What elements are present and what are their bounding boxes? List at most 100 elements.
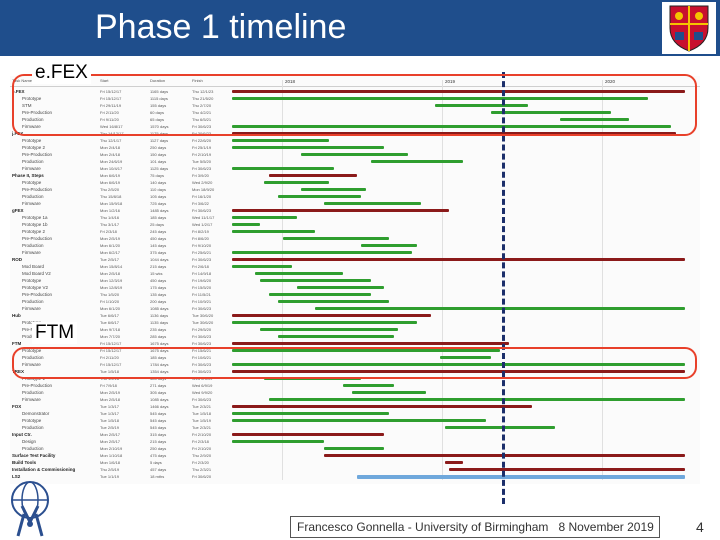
gantt-task-name: FTM <box>12 341 22 346</box>
gantt-task-name: Firmware <box>22 201 41 206</box>
gantt-task-duration: 1675 days <box>150 348 169 353</box>
gantt-task-bar <box>232 167 334 170</box>
gantt-task-bar <box>259 279 371 282</box>
gantt-task-finish: Fri 30/6/23 <box>192 131 212 136</box>
gantt-task-start: Fri 2/11/20 <box>100 110 119 115</box>
gantt-task-finish: Fri 30/6/20 <box>192 474 212 479</box>
gantt-task-start: Mon 6/6/19 <box>100 180 121 185</box>
gantt-task-duration: 140 days <box>150 180 167 185</box>
gantt-task-start: Thu 15/8/18 <box>100 194 122 199</box>
gantt-task-bar <box>301 188 366 191</box>
gantt-task-finish: Fri 8/6/20 <box>192 236 209 241</box>
gantt-task-finish: Fri 16/1/20 <box>192 194 212 199</box>
gantt-header-divider <box>10 86 700 87</box>
gantt-task-name: Prototype 1b <box>22 222 48 227</box>
page-number: 4 <box>696 519 704 535</box>
gantt-task-start: Fri 1/10/20 <box>100 299 120 304</box>
gantt-task-duration: 1085 days <box>150 397 169 402</box>
gantt-row: Production Mon 2/5/19 305 days Wed 9/9/20 <box>10 389 700 396</box>
gantt-task-name: Prototype <box>22 96 42 101</box>
gantt-summary-bar <box>232 370 685 373</box>
gantt-task-name: Prototype 1 <box>22 376 46 381</box>
gantt-task-start: Fri 7/9/18 <box>100 383 117 388</box>
gantt-task-finish: Fri 14/9/18 <box>192 271 212 276</box>
gantt-task-name: Demonstrator <box>22 411 50 416</box>
gantt-task-name: Firmware <box>22 250 41 255</box>
gantt-task-start: Thu 14/12/17 <box>100 131 124 136</box>
gantt-summary-bar <box>232 258 685 261</box>
gantt-task-start: Fri 2/11/20 <box>100 355 119 360</box>
gantt-task-finish: Wed 2/9/20 <box>192 180 213 185</box>
gantt-task-name: Pre-Production <box>22 292 53 297</box>
gantt-task-duration: 1136 days <box>150 313 169 318</box>
gantt-task-name: Prototype <box>22 180 42 185</box>
gantt-task-finish: Thu 2/3/21 <box>192 467 212 472</box>
gantt-task-duration: 185 days <box>150 355 167 360</box>
gantt-task-start: Mon 10/4/17 <box>100 166 123 171</box>
gantt-row: Pre-Production Fri 2/11/20 60 days Thu 4/2/… <box>10 109 700 116</box>
gantt-task-start: Fri 9/11/20 <box>100 117 119 122</box>
gantt-task-name: Firmware <box>22 166 41 171</box>
gantt-row: Firmware Mon 10/4/17 1125 days Fri 30/6/23 <box>10 165 700 172</box>
gantt-task-bar <box>301 153 408 156</box>
gantt-task-name: Prototype <box>12 319 96 326</box>
gantt-row: Production Mon 2/10/19 250 days Fri 2/10/20 <box>10 445 700 452</box>
gantt-task-duration: 271 days <box>150 383 167 388</box>
gantt-task-name: Prototype <box>22 138 42 143</box>
gantt-task-start: Fri 15/12/17 <box>100 362 122 367</box>
gantt-task-start: Mon 1/10/18 <box>100 453 123 458</box>
gantt-task-name: Pre-Production <box>22 187 53 192</box>
gantt-task-bar <box>232 125 671 128</box>
gantt-task-name: Production <box>22 355 44 360</box>
gantt-summary-bar <box>356 474 685 479</box>
gantt-task-finish: Fri 29/5/20 <box>192 327 212 332</box>
footer-date: 8 November 2019 <box>558 520 654 534</box>
gantt-task-start: Mon 1/2/16 <box>100 208 121 213</box>
gantt-task-finish: Fri 25/1/19 <box>192 145 212 150</box>
gantt-task-start: Fri 2/3/18 <box>100 229 117 234</box>
gantt-task-start: Thu 1/5/20 <box>100 292 120 297</box>
gantt-row: Firmware Mon 2/5/18 1085 days Fri 30/6/23 <box>10 396 700 403</box>
gantt-task-duration: 110 days <box>150 187 166 192</box>
gantt-chart: Task Name Start Duration Finish 2018 2019… <box>10 76 700 484</box>
gantt-task-start: Mon 2/4/18 <box>100 145 121 150</box>
gantt-year-label: 2019 <box>445 79 456 84</box>
gantt-row: Prototype Tue 6/6/17 1135 days Tue 30/6/20 <box>10 319 700 326</box>
gantt-task-bar <box>278 335 394 338</box>
gantt-task-duration: 155 days <box>150 103 167 108</box>
gantt-summary-bar <box>444 461 463 464</box>
gantt-task-duration: 15 wks <box>150 271 163 276</box>
gantt-task-bar <box>264 377 362 380</box>
ftm-callout-label: FTM <box>32 322 78 344</box>
gantt-task-bar <box>324 202 422 205</box>
gantt-task-name: Production <box>22 243 44 248</box>
gantt-task-name: Production <box>22 117 44 122</box>
gantt-task-name: LS2 <box>12 474 21 479</box>
gantt-task-start: Mon 2/5/19 <box>100 390 121 395</box>
gantt-row: Surface Test Facility Mon 1/10/18 475 days… <box>10 452 700 459</box>
efex-callout-label: e.FEX <box>32 62 91 84</box>
gantt-row: Production Fri 9/11/20 65 days Thu 6/5/21 <box>10 116 700 123</box>
gantt-task-duration: 1135 days <box>150 320 169 325</box>
gantt-task-duration: 200 days <box>150 299 167 304</box>
gantt-task-duration: 315 days <box>150 432 167 437</box>
gantt-row: Pre-Production Mon 2/5/19 450 days Fri 8/6/… <box>10 235 700 242</box>
gantt-task-bar <box>435 104 528 107</box>
gantt-task-finish: Thu 12/1/23 <box>192 89 214 94</box>
gantt-task-duration: 18 mths <box>150 474 165 479</box>
gantt-task-bar <box>282 237 390 240</box>
gantt-col-finish: Finish <box>192 78 203 83</box>
gantt-task-finish: Fri 3/9/20 <box>192 173 209 178</box>
gantt-summary-bar <box>268 174 357 177</box>
gantt-task-start: Mon 6/6/19 <box>100 173 121 178</box>
gantt-task-name: Prototype <box>22 348 42 353</box>
gantt-summary-bar <box>232 209 450 212</box>
gantt-row: Firmware Fri 15/12/17 1784 days Fri 30/6/23 <box>10 361 700 368</box>
gantt-task-name: e.FEX <box>12 89 25 94</box>
gantt-task-start: Mon 2/10/19 <box>100 446 123 451</box>
gantt-year-label: 2018 <box>285 79 296 84</box>
gantt-task-duration: 65 days <box>150 117 165 122</box>
gantt-task-duration: 135 days <box>150 292 167 297</box>
gantt-task-bar <box>232 251 413 254</box>
gantt-task-start: Tue 6/6/17 <box>100 313 119 318</box>
